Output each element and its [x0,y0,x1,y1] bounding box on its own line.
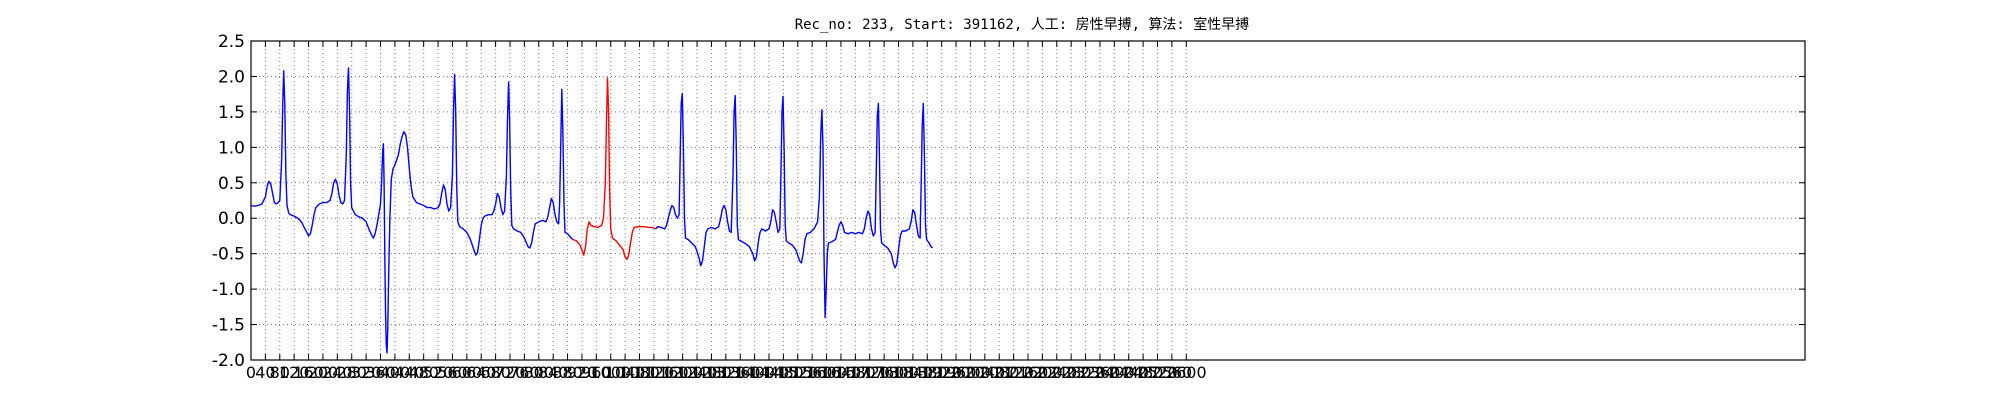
x-tick-label: 1160 [648,363,689,382]
x-tick-label: 680 [480,363,511,382]
x-tick-label: 1560 [792,363,833,382]
x-tick-label: 2480 [1123,363,1164,382]
x-tick-label: 1360 [720,363,761,382]
y-axis: -2.0 -1.5 -1.0 -0.5 0.0 0.5 1.0 1.5 2.0 2.5 [212,32,1805,371]
x-tick-label: 2120 [993,363,1034,382]
x-tick-label: 400 [380,363,411,382]
x-tick-label: 1880 [907,363,948,382]
x-tick-label: 1640 [821,363,862,382]
x-tick-label: 2520 [1137,363,1178,382]
x-tick-label: 1080 [619,363,660,382]
y-tick-label: 2.5 [218,32,245,52]
x-tick-label: 600 [452,363,483,382]
x-tick-label: 2080 [979,363,1020,382]
x-tick-label: 1520 [777,363,818,382]
x-tick-label: 840 [538,363,569,382]
x-tick-label: 1280 [691,363,732,382]
x-tick-label: 1720 [849,363,890,382]
x-tick-label: 2000 [950,363,991,382]
x-tick-label: 520 [423,363,454,382]
x-tick-label: 760 [509,363,540,382]
x-tick-label: 1760 [864,363,905,382]
x-tick-label: 1480 [763,363,804,382]
x-tick-label: 480 [408,363,439,382]
x-tick-label: 40 [255,363,275,382]
series-line-0-0 [250,67,574,354]
x-tick-label: 640 [466,363,497,382]
x-tick-label: 120 [279,363,310,382]
x-tick-label: 1440 [749,363,790,382]
y-tick-label: 0.0 [218,209,245,229]
y-tick-label: -1.0 [212,280,245,300]
x-tick-label: 720 [495,363,526,382]
y-tick-label: 0.5 [218,174,245,194]
x-tick-label: 2560 [1152,363,1193,382]
x-tick-label: 80 [270,363,290,382]
x-tick-label: 360 [365,363,396,382]
x-tick-label: 1600 [806,363,847,382]
x-tick-label: 560 [437,363,468,382]
x-tick-label: 1960 [936,363,977,382]
x-tick-label: 800 [524,363,555,382]
y-tick-label: -2.0 [212,351,245,371]
x-tick-label: 1800 [878,363,919,382]
grid [250,40,1805,361]
x-axis: 0 408012016020024028032036040044048052056… [246,41,1207,382]
x-tick-label: 2240 [1036,363,1077,382]
series-line-0-1 [655,92,934,319]
x-tick-label: 240 [322,363,353,382]
x-tick-label: 2040 [964,363,1005,382]
x-tick-label: 0 [246,363,256,382]
x-tick-label: 2400 [1094,363,1135,382]
y-tick-label: -1.5 [212,316,245,336]
x-tick-label: 2320 [1065,363,1106,382]
x-tick-label: 2160 [1008,363,1049,382]
x-tick-label: 200 [308,363,339,382]
series-line-1-0 [572,77,656,260]
x-tick-label: 1320 [705,363,746,382]
y-tick-label: -0.5 [212,245,245,265]
y-tick-label: 2.0 [218,67,245,87]
x-tick-label: 880 [552,363,583,382]
x-tick-label: 2360 [1080,363,1121,382]
x-tick-label: 1920 [921,363,962,382]
x-tick-label: 2600 [1166,363,1207,382]
plot-series [250,67,934,354]
y-tick-label: 1.0 [218,138,245,158]
x-tick-label: 1120 [634,363,675,382]
x-tick-label: 320 [351,363,382,382]
x-tick-label: 2200 [1022,363,1063,382]
x-tick-label: 2280 [1051,363,1092,382]
x-tick-label: 1240 [677,363,718,382]
chart-title: Rec_no: 233, Start: 391162, 人工: 房性早搏, 算法… [795,16,1250,33]
x-tick-label: 280 [336,363,367,382]
x-tick-label: 1000 [590,363,631,382]
x-tick-label: 160 [293,363,324,382]
y-tick-label: 1.5 [218,103,245,123]
x-tick-label: 1400 [734,363,775,382]
x-tick-label: 2440 [1108,363,1149,382]
x-tick-label: 1200 [662,363,703,382]
plot-frame [250,40,1806,361]
x-tick-label: 440 [394,363,425,382]
x-tick-label: 920 [567,363,598,382]
x-tick-label: 1840 [893,363,934,382]
x-tick-label: 960 [581,363,612,382]
x-tick-label: 1040 [605,363,646,382]
x-tick-label: 1680 [835,363,876,382]
